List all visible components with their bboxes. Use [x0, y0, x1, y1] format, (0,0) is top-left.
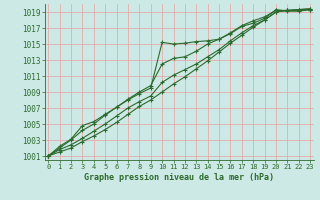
X-axis label: Graphe pression niveau de la mer (hPa): Graphe pression niveau de la mer (hPa) [84, 173, 274, 182]
